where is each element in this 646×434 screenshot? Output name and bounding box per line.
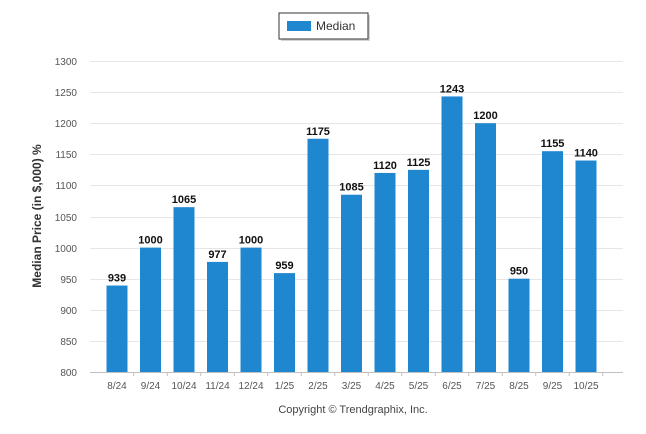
y-tick-label: 1100 [55, 181, 77, 192]
bar-value-label: 1120 [373, 160, 397, 172]
x-tick-label: 4/25 [375, 381, 395, 392]
legend: Median [278, 12, 370, 41]
bar-value-label: 977 [208, 249, 226, 261]
y-axis-title: Median Price (in $,000) % [30, 144, 44, 288]
y-tick-label: 1250 [55, 88, 78, 99]
bar[interactable] [140, 247, 161, 372]
bar-value-label: 1065 [172, 194, 196, 206]
bar[interactable] [374, 172, 396, 372]
x-tick-label: 2/25 [308, 381, 328, 392]
bar-value-label: 1175 [306, 126, 330, 138]
bar[interactable] [475, 123, 496, 372]
bar[interactable] [341, 194, 362, 372]
y-tick-label: 1200 [55, 119, 78, 130]
bar-value-label: 1125 [407, 157, 431, 169]
bar-value-label: 1000 [138, 235, 162, 247]
bar[interactable] [307, 138, 329, 372]
x-tick-label: 11/24 [205, 381, 230, 392]
bars [106, 96, 597, 372]
bar-value-label: 1243 [440, 83, 464, 95]
bar-value-label: 1155 [541, 138, 565, 150]
bar-value-label: 1000 [239, 235, 263, 247]
x-tick-label: 3/25 [342, 381, 362, 392]
bar-value-label: 1140 [574, 148, 598, 160]
bar[interactable] [106, 285, 128, 372]
legend-label: Median [316, 19, 355, 33]
bar-value-label: 1200 [473, 110, 497, 122]
bar[interactable] [508, 278, 530, 372]
bar[interactable] [240, 247, 262, 372]
x-tick-label: 9/25 [543, 381, 563, 392]
x-tick-label: 7/25 [476, 381, 496, 392]
bar-value-label: 939 [108, 273, 126, 285]
bar-value-label: 959 [275, 260, 293, 272]
x-tick-label: 6/25 [442, 381, 462, 392]
y-tick-label: 1300 [55, 57, 78, 68]
x-tick-label: 8/24 [107, 381, 127, 392]
bar[interactable] [542, 151, 563, 372]
y-tick-label: 800 [60, 368, 77, 379]
bar-value-label: 1085 [339, 182, 363, 194]
copyright-text: Copyright © Trendgraphix, Inc. [278, 404, 427, 416]
y-tick-label: 1050 [55, 213, 78, 224]
bar[interactable] [441, 96, 463, 372]
y-tick-label: 850 [60, 337, 77, 348]
bar[interactable] [274, 273, 295, 372]
x-tick-label: 10/25 [573, 381, 598, 392]
y-tick-label: 950 [60, 275, 77, 286]
x-tick-label: 9/24 [141, 381, 161, 392]
legend-swatch [287, 21, 311, 31]
bar[interactable] [207, 261, 228, 372]
bar-value-labels: 939 1000 1065 977 1000 959 1175 1085 1120 1125 124… [108, 83, 598, 284]
y-axis-ticks: 800 850 900 950 1000 1050 1100 1150 1200 1250 1300 [55, 57, 78, 379]
y-tick-label: 1000 [55, 244, 78, 255]
x-axis-ticks: 8/24 9/24 10/24 11/24 12/24 1/25 2/25 3/25 4/25 5… [107, 372, 604, 392]
y-tick-label: 1150 [55, 150, 77, 161]
x-tick-label: 1/25 [275, 381, 295, 392]
x-tick-label: 12/24 [238, 381, 263, 392]
x-tick-label: 10/24 [171, 381, 196, 392]
bar[interactable] [408, 169, 429, 372]
bar-value-label: 950 [510, 266, 528, 278]
x-tick-label: 5/25 [409, 381, 429, 392]
bar[interactable] [173, 207, 195, 372]
bar[interactable] [575, 160, 597, 372]
x-tick-label: 8/25 [509, 381, 529, 392]
y-tick-label: 900 [60, 306, 77, 317]
